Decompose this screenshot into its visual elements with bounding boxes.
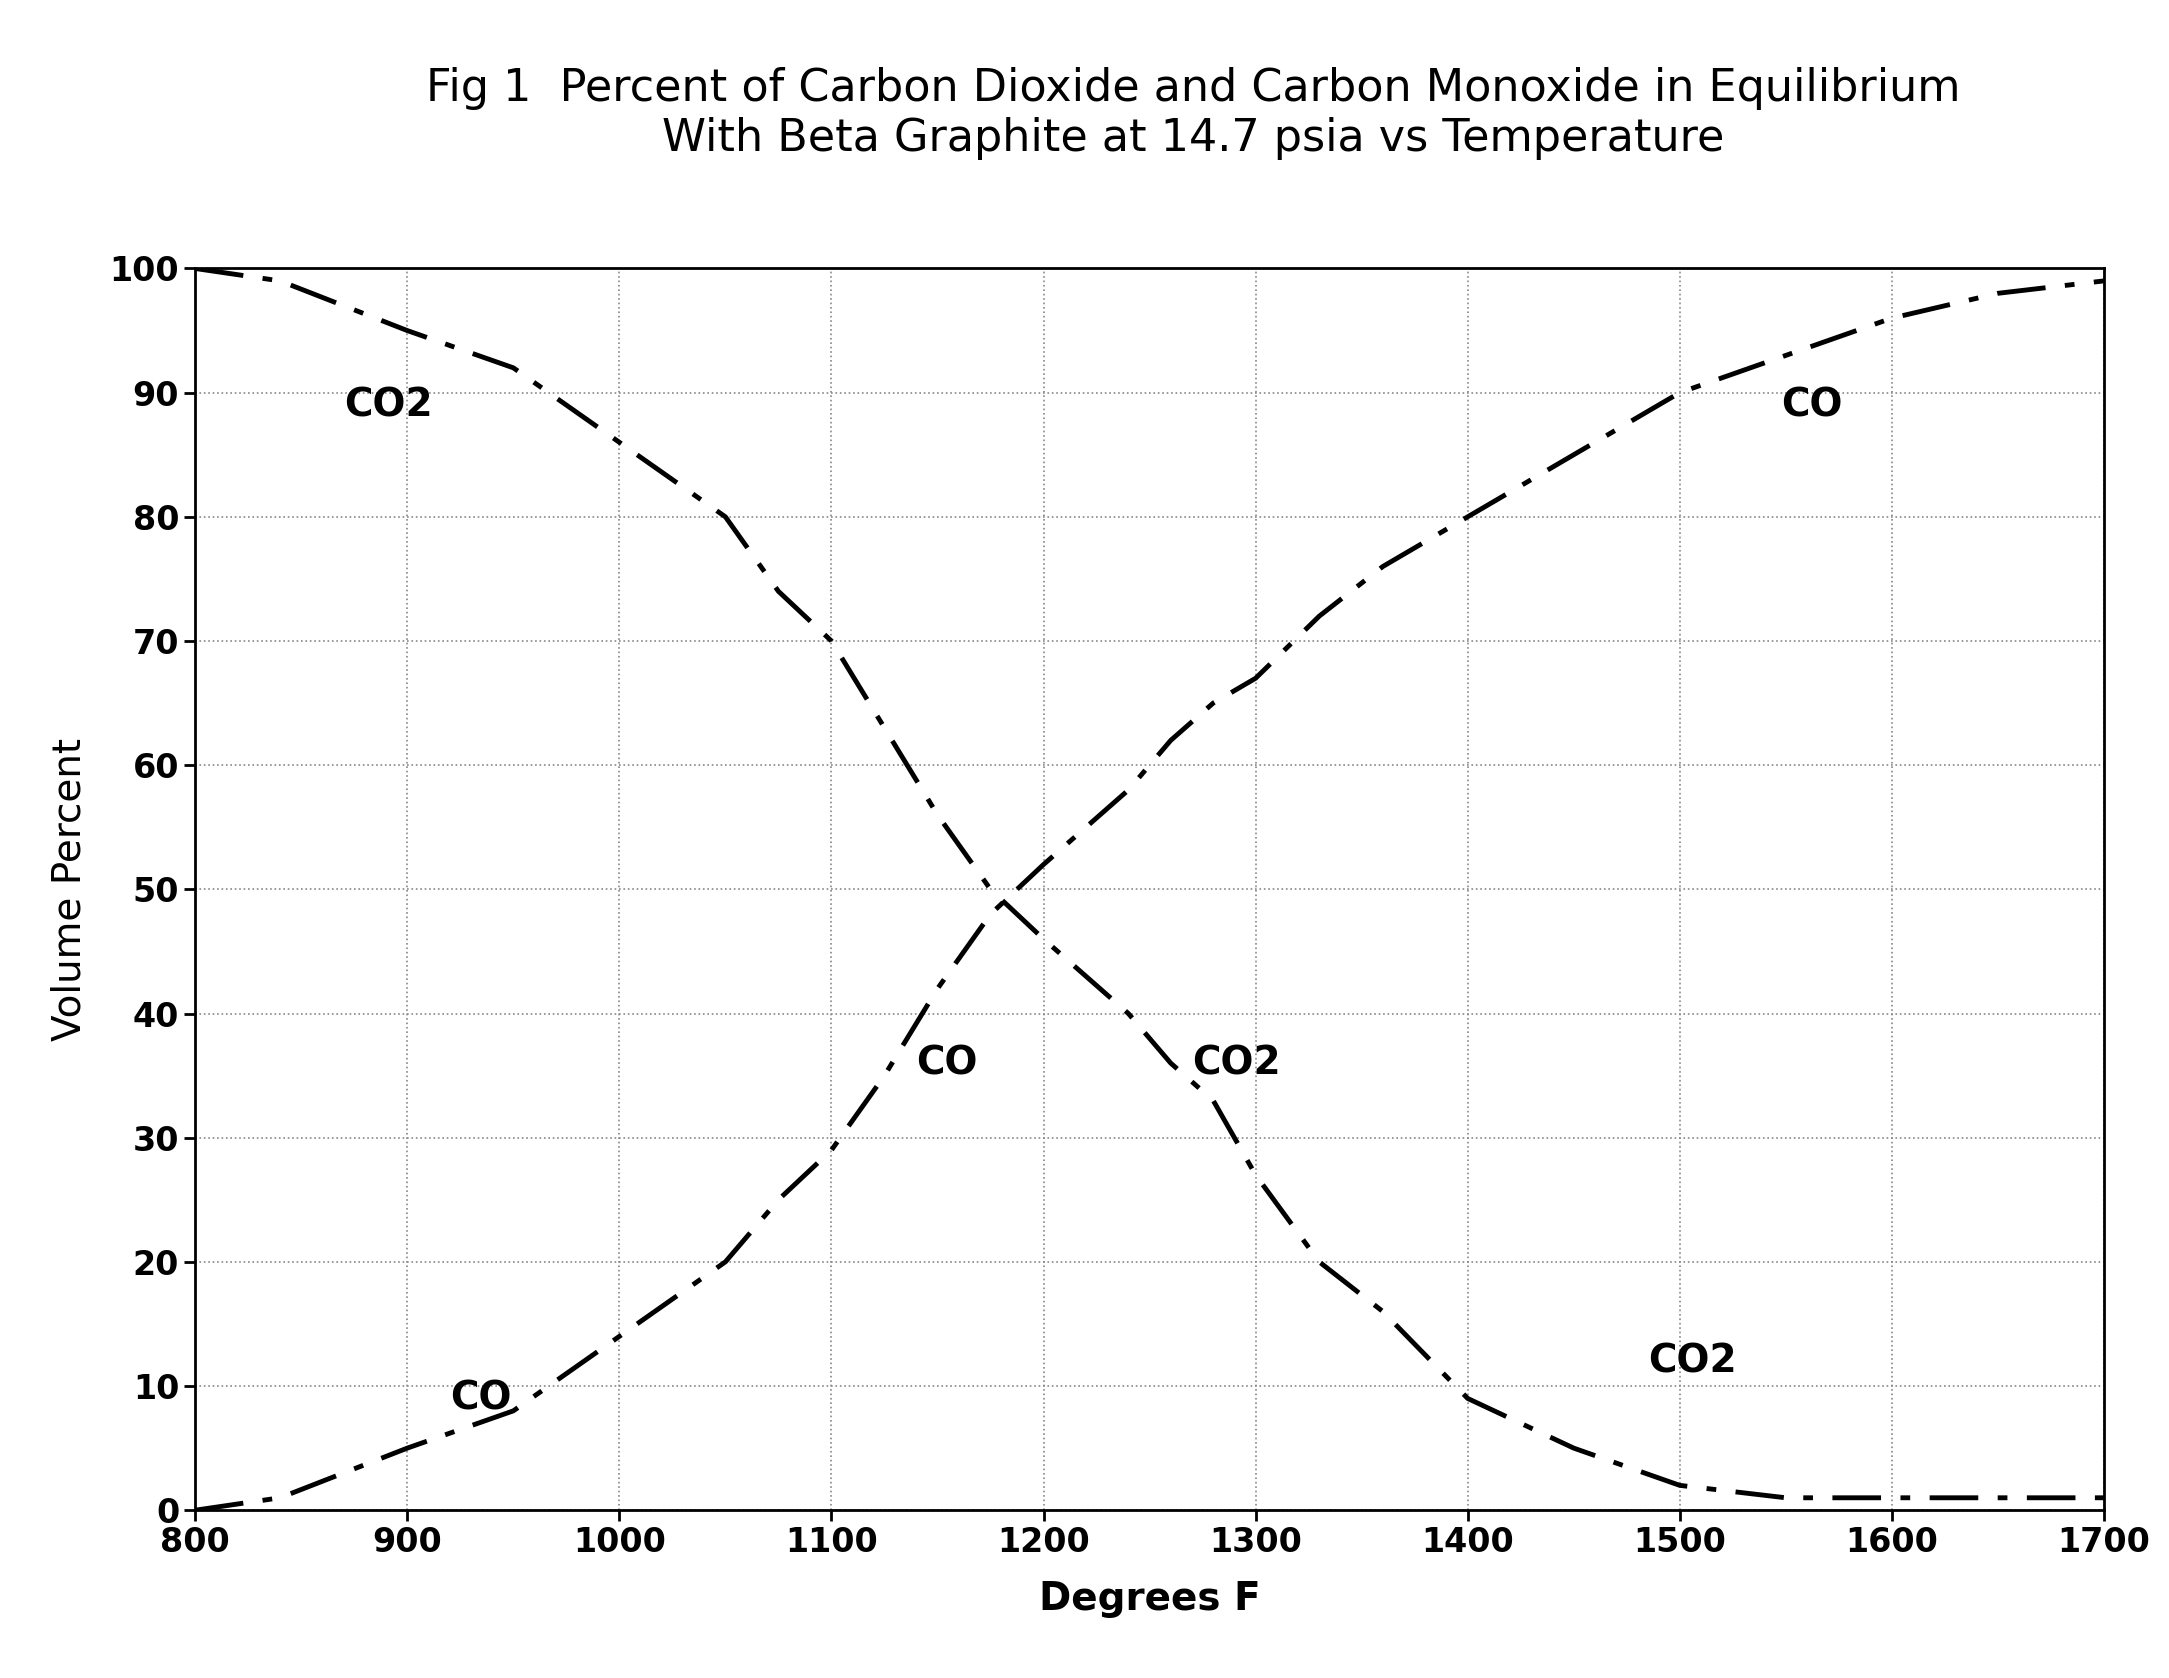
Text: CO: CO bbox=[449, 1379, 512, 1418]
Text: CO: CO bbox=[915, 1044, 978, 1082]
Text: Fig 1  Percent of Carbon Dioxide and Carbon Monoxide in Equilibrium
With Beta Gr: Fig 1 Percent of Carbon Dioxide and Carb… bbox=[425, 67, 1961, 159]
Text: CO2: CO2 bbox=[1648, 1342, 1737, 1381]
Text: CO: CO bbox=[1781, 386, 1844, 425]
X-axis label: Degrees F: Degrees F bbox=[1039, 1581, 1260, 1618]
Y-axis label: Volume Percent: Volume Percent bbox=[50, 738, 89, 1040]
Text: CO2: CO2 bbox=[1193, 1044, 1280, 1082]
Text: CO2: CO2 bbox=[343, 386, 432, 425]
